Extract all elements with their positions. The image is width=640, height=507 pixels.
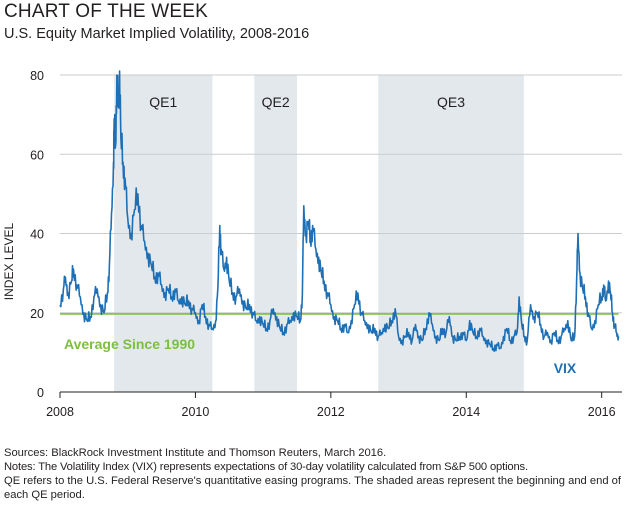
grid-lines	[60, 74, 622, 314]
y-tick-label-60: 60	[30, 148, 44, 162]
qe-label-3: QE3	[437, 94, 465, 110]
sources-note: Sources: BlackRock Investment Institute …	[4, 447, 387, 459]
average-label: Average Since 1990	[64, 336, 195, 352]
notes-line-2: QE refers to the U.S. Federal Reserve's …	[4, 475, 621, 501]
x-tick-label-2014: 2014	[452, 405, 480, 419]
average-line-group: Average Since 1990	[60, 313, 619, 352]
y-tick-label-0: 0	[37, 386, 44, 400]
qe-label-2: QE2	[262, 94, 290, 110]
x-tick-label-2012: 2012	[317, 405, 345, 419]
chart-title: CHART OF THE WEEK	[4, 1, 208, 22]
vix-line	[59, 70, 620, 352]
qe-label-1: QE1	[149, 94, 177, 110]
y-tick-label-20: 20	[30, 307, 44, 321]
vix-chart: Average Since 1990 VIX QE1 QE2 QE3 0 20 40 60 8…	[2, 69, 622, 419]
y-tick-label-80: 80	[30, 69, 44, 83]
axes-group	[59, 391, 622, 398]
vix-series-label: VIX	[554, 360, 577, 376]
x-tick-label-2016: 2016	[588, 405, 616, 419]
chart-labels: QE1 QE2 QE3 0 20 40 60 80 2008 2010 2012 2014 2016 IN…	[2, 69, 616, 419]
x-tick-label-2010: 2010	[182, 405, 210, 419]
notes-line-1: Notes: The Volatility Index (VIX) repres…	[4, 461, 528, 473]
vix-series-group: VIX	[59, 70, 620, 376]
chart-subtitle: U.S. Equity Market Implied Volatility, 2…	[4, 26, 310, 42]
x-tick-label-2008: 2008	[46, 405, 74, 419]
chart-notes: Sources: BlackRock Investment Institute …	[4, 446, 638, 502]
y-axis-label: INDEX LEVEL	[2, 222, 16, 300]
y-tick-label-40: 40	[30, 228, 44, 242]
